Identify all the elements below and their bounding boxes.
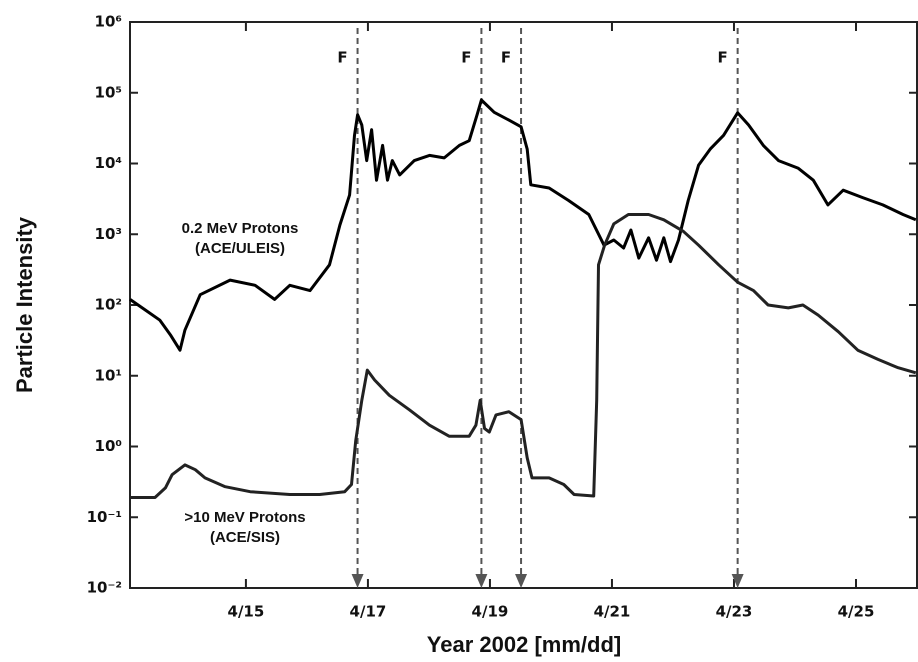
y-tick-label: 10⁵ [95,83,122,101]
x-tick-label: 4/17 [350,603,387,621]
y-tick-label: 10³ [95,225,122,243]
series-label: >10 MeV Protons (ACE/SIS) [184,509,306,546]
flare-label: F [501,49,511,67]
y-tick-label: 10⁶ [95,13,122,31]
x-axis-label: Year 2002 [mm/dd] [427,632,621,657]
y-tick-label: 10¹ [95,366,122,384]
flare-arrow [731,574,744,588]
flare-label: F [718,49,728,67]
x-tick-label: 4/23 [716,603,753,621]
y-tick-label: 10⁻¹ [87,508,122,526]
flare-arrow [351,574,364,588]
series-label: 0.2 MeV Protons (ACE/ULEIS) [181,220,299,257]
x-tick-label: 4/25 [838,603,875,621]
flare-label: F [461,49,471,67]
series-line [129,98,917,352]
y-axis-label: Particle Intensity [12,216,37,393]
x-tick-label: 4/19 [472,603,509,621]
x-tick-label: 4/15 [228,603,265,621]
x-tick-label: 4/21 [594,603,631,621]
flare-arrow [515,574,528,588]
y-tick-label: 10² [95,296,122,314]
y-tick-label: 10⁰ [95,437,122,455]
y-tick-label: 10⁴ [95,154,122,172]
flare-label: F [337,49,347,67]
y-tick-label: 10⁻² [87,579,122,597]
flare-arrow [475,574,488,588]
series-line [130,213,917,499]
